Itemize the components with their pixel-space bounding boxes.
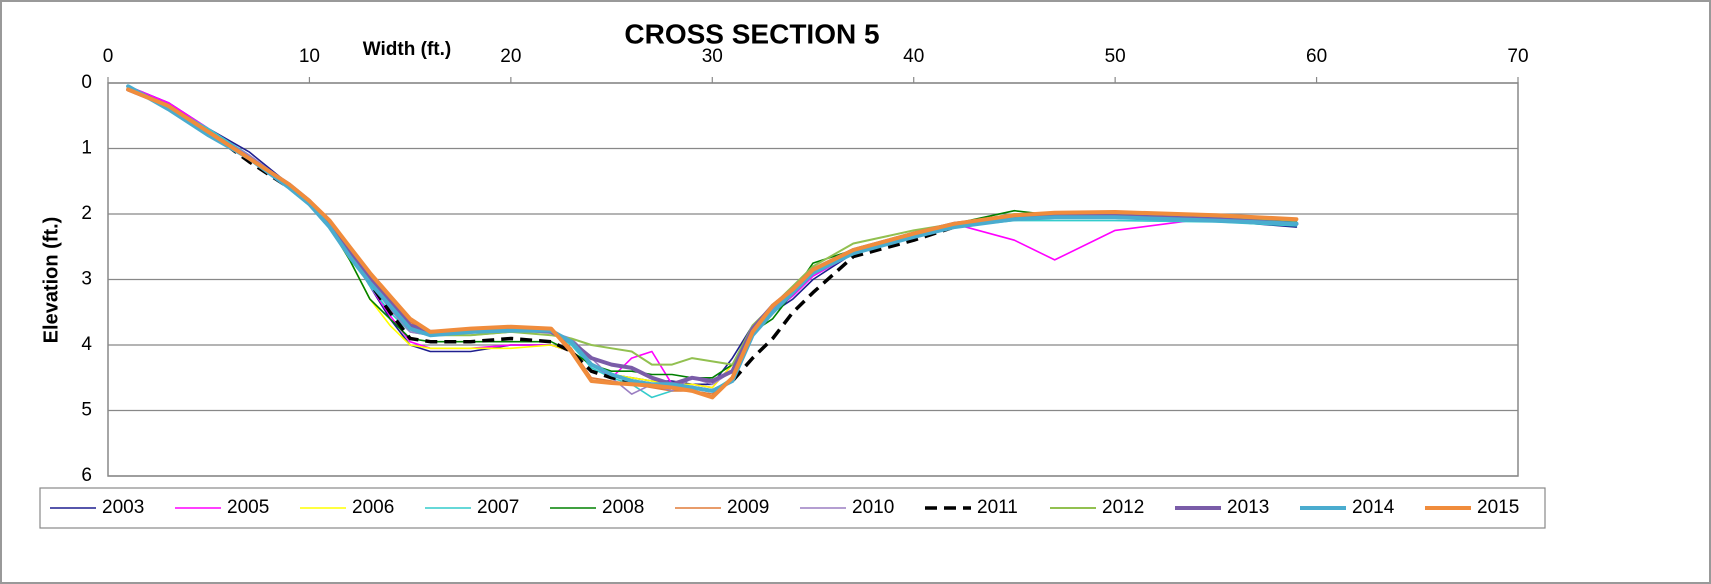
x-tick-label: 30	[702, 46, 723, 67]
series-line	[126, 87, 1299, 400]
legend-label: 2005	[227, 497, 269, 518]
x-tick-label: 20	[500, 46, 521, 67]
legend-label: 2003	[102, 497, 144, 518]
y-tick-label: 0	[81, 72, 92, 93]
legend-label: 2013	[1227, 497, 1269, 518]
legend-box	[39, 487, 1546, 529]
y-tick-label: 4	[81, 334, 92, 355]
y-axis-label: Elevation (ft.)	[40, 217, 62, 344]
series-line	[126, 84, 1299, 393]
y-tick-label: 2	[81, 203, 92, 224]
legend-label: 2009	[727, 497, 769, 518]
y-tick-label: 6	[81, 465, 92, 486]
legend-label: 2006	[352, 497, 394, 518]
y-tick-label: 1	[81, 138, 92, 159]
chart-title: CROSS SECTION 5	[624, 18, 879, 49]
x-axis-label: Width (ft.)	[363, 39, 451, 60]
legend-label: 2007	[477, 497, 519, 518]
legend-label: 2014	[1352, 497, 1395, 518]
legend-label: 2015	[1477, 497, 1519, 518]
legend-label: 2011	[977, 497, 1018, 518]
x-tick-label: 50	[1105, 46, 1126, 67]
x-tick-label: 60	[1306, 46, 1327, 67]
legend-label: 2012	[1102, 497, 1144, 518]
x-tick-label: 0	[103, 46, 114, 67]
x-tick-label: 10	[299, 46, 320, 67]
x-tick-label: 40	[903, 46, 924, 67]
x-tick-label: 70	[1507, 46, 1528, 67]
legend-label: 2008	[602, 497, 644, 518]
y-tick-label: 5	[81, 400, 92, 421]
legend-label: 2010	[852, 497, 894, 518]
y-tick-label: 3	[81, 269, 92, 290]
